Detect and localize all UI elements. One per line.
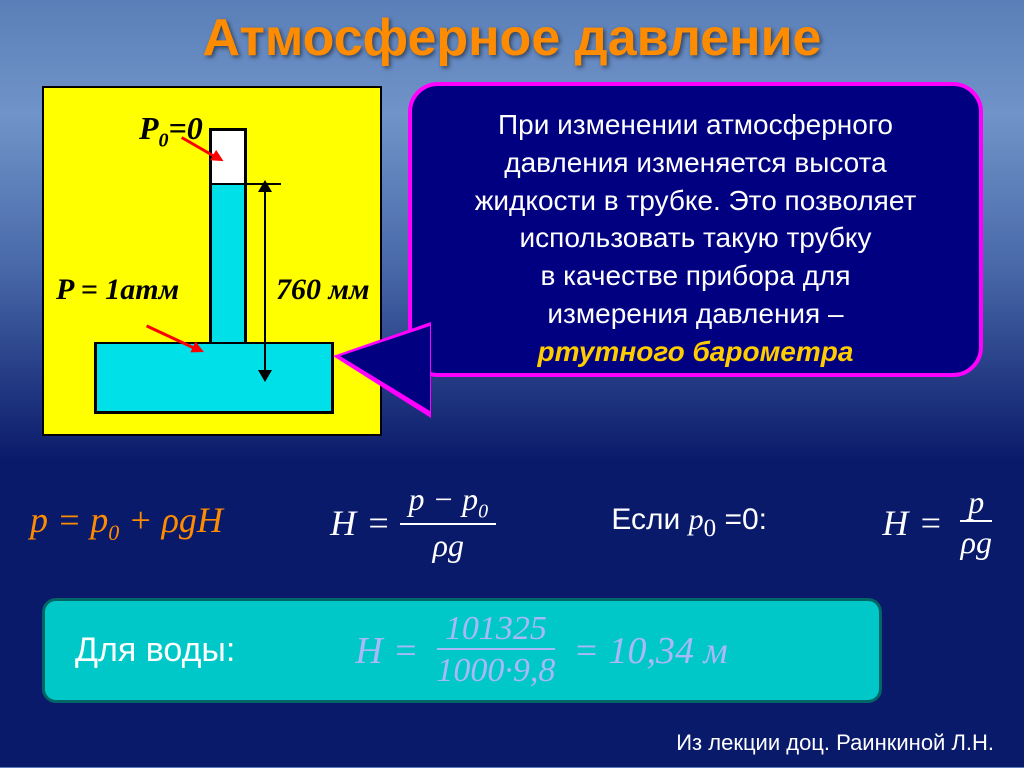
barometer-diagram: P0=0 P = 1атм 760 мм — [42, 86, 382, 436]
height-arrow-head-up — [258, 180, 272, 192]
basin-surface-line — [94, 342, 334, 344]
formula-pressure: p = p0 + ρgH — [30, 499, 223, 546]
p0-label: P0=0 — [139, 110, 203, 152]
callout-line5: в качестве прибора для — [540, 260, 850, 291]
height-label: 760 мм — [276, 273, 370, 307]
water-formula: H = 101325 1000·9,8 = 10,34 м — [355, 610, 728, 692]
water-result: = 10,34 м — [573, 629, 727, 673]
formula-row: p = p0 + ρgH H = p − p0 ρg Если p0 =0: H… — [30, 468, 1000, 578]
water-label: Для воды: — [75, 631, 235, 670]
height-arrow-line — [264, 183, 266, 379]
lecture-credit: Из лекции доц. Раинкиной Л.Н. — [676, 730, 994, 756]
page-title: Атмосферное давление — [0, 0, 1024, 68]
height-top-tick — [247, 183, 281, 185]
formula-H-general: H = p − p0 ρg — [330, 481, 496, 565]
callout-line6: измерения давления – — [547, 298, 843, 329]
callout-line2: давления изменяется высота — [504, 147, 886, 178]
slide-content: P0=0 P = 1атм 760 мм При изменении атмос… — [0, 68, 1024, 768]
callout-tail — [340, 326, 430, 411]
callout-line4: использовать такую трубку — [520, 222, 872, 253]
water-denominator: 1000·9,8 — [428, 650, 563, 692]
water-numerator: 101325 — [437, 610, 555, 650]
height-arrow-head-down — [258, 370, 272, 382]
formula-H-simple: H = p ρg — [882, 484, 1000, 562]
callout-highlight: ртутного барометра — [538, 336, 854, 367]
basin — [94, 344, 334, 414]
p-atm-label: P = 1атм — [56, 273, 179, 307]
callout-line1: При изменении атмосферного — [498, 109, 893, 140]
callout-line3: жидкости в трубке. Это позволяет — [475, 185, 917, 216]
condition-text: Если p0 =0: — [611, 503, 767, 543]
water-example-box: Для воды: H = 101325 1000·9,8 = 10,34 м — [42, 598, 882, 703]
explanation-callout: При изменении атмосферного давления изме… — [408, 82, 983, 377]
